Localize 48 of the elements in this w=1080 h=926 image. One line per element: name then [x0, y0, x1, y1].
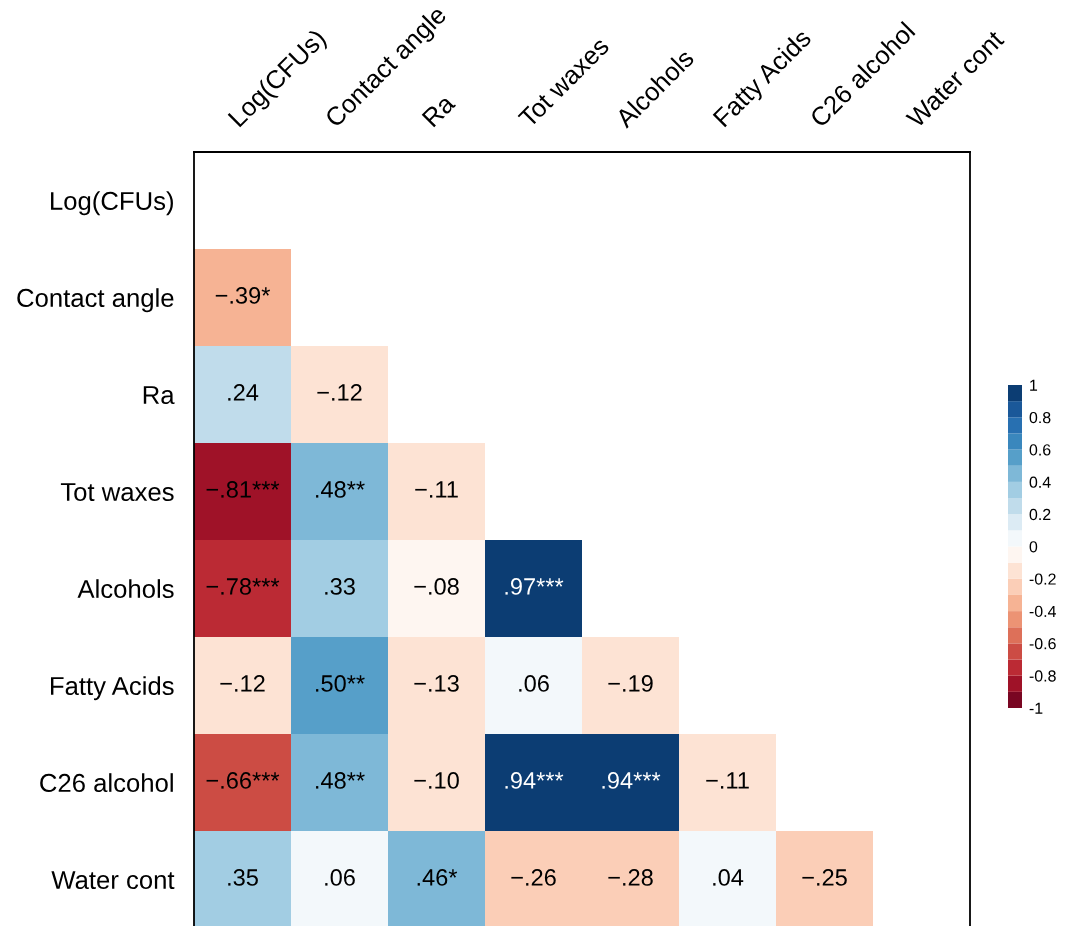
data-label: .06 [325, 869, 355, 886]
data-label: .50** [316, 675, 365, 692]
y-tick-label: Alcohols [77, 579, 174, 599]
color-bar-label: 1 [1030, 379, 1038, 391]
data-label: −.11 [415, 481, 458, 498]
data-label: −.39* [215, 287, 271, 304]
data-label: .24 [228, 384, 259, 401]
data-label: −.25 [802, 869, 847, 886]
color-bar-label: -0.6 [1029, 638, 1056, 650]
data-label: −.11 [706, 772, 749, 789]
data-label: −.78*** [206, 578, 280, 595]
data-label: −.12 [317, 384, 362, 401]
data-label: .06 [519, 675, 549, 692]
data-label: −.19 [608, 675, 653, 692]
data-label: −.12 [220, 675, 265, 692]
color-bar-label: -0.4 [1029, 605, 1056, 618]
data-label: −.10 [414, 772, 459, 789]
data-label: −.81*** [206, 481, 280, 498]
color-bar-label: 0.6 [1029, 444, 1051, 456]
data-label: .46* [417, 869, 458, 886]
y-tick-label: Fatty Acids [51, 676, 174, 701]
color-bar-label: -1 [1029, 702, 1043, 714]
data-label: .48** [316, 772, 365, 789]
color-bar-label: 0.8 [1029, 411, 1051, 424]
y-tick-label: Contact angle [17, 288, 174, 313]
data-label: .35 [228, 869, 258, 886]
y-tick-label: Log(CFUs) [51, 191, 173, 216]
color-bar-label: -0.2 [1029, 573, 1056, 585]
color-bar-label: 0.4 [1029, 476, 1051, 488]
color-bar-label: -0.8 [1029, 670, 1056, 682]
data-label: −.13 [414, 675, 459, 692]
y-tick-label: Water cont [51, 871, 175, 890]
data-label: −.08 [414, 578, 459, 595]
data-label: .33 [325, 578, 355, 595]
data-label: .94*** [602, 772, 661, 789]
color-bar-label: 0 [1029, 541, 1038, 553]
data-label: −.66*** [206, 772, 280, 789]
x-tick-label: Ra [421, 93, 457, 128]
data-label: .48** [316, 481, 365, 498]
y-tick-label: C26 alcohol [40, 773, 173, 793]
y-tick-label: Ra [143, 386, 175, 405]
y-tick-label: Tot waxes [60, 483, 174, 502]
color-bar-label: 0.2 [1029, 508, 1051, 521]
data-label: −.26 [511, 869, 556, 886]
data-label: .94*** [505, 772, 564, 789]
data-label: .04 [713, 869, 744, 886]
data-label: .97*** [505, 578, 564, 595]
data-label: −.28 [608, 869, 653, 886]
